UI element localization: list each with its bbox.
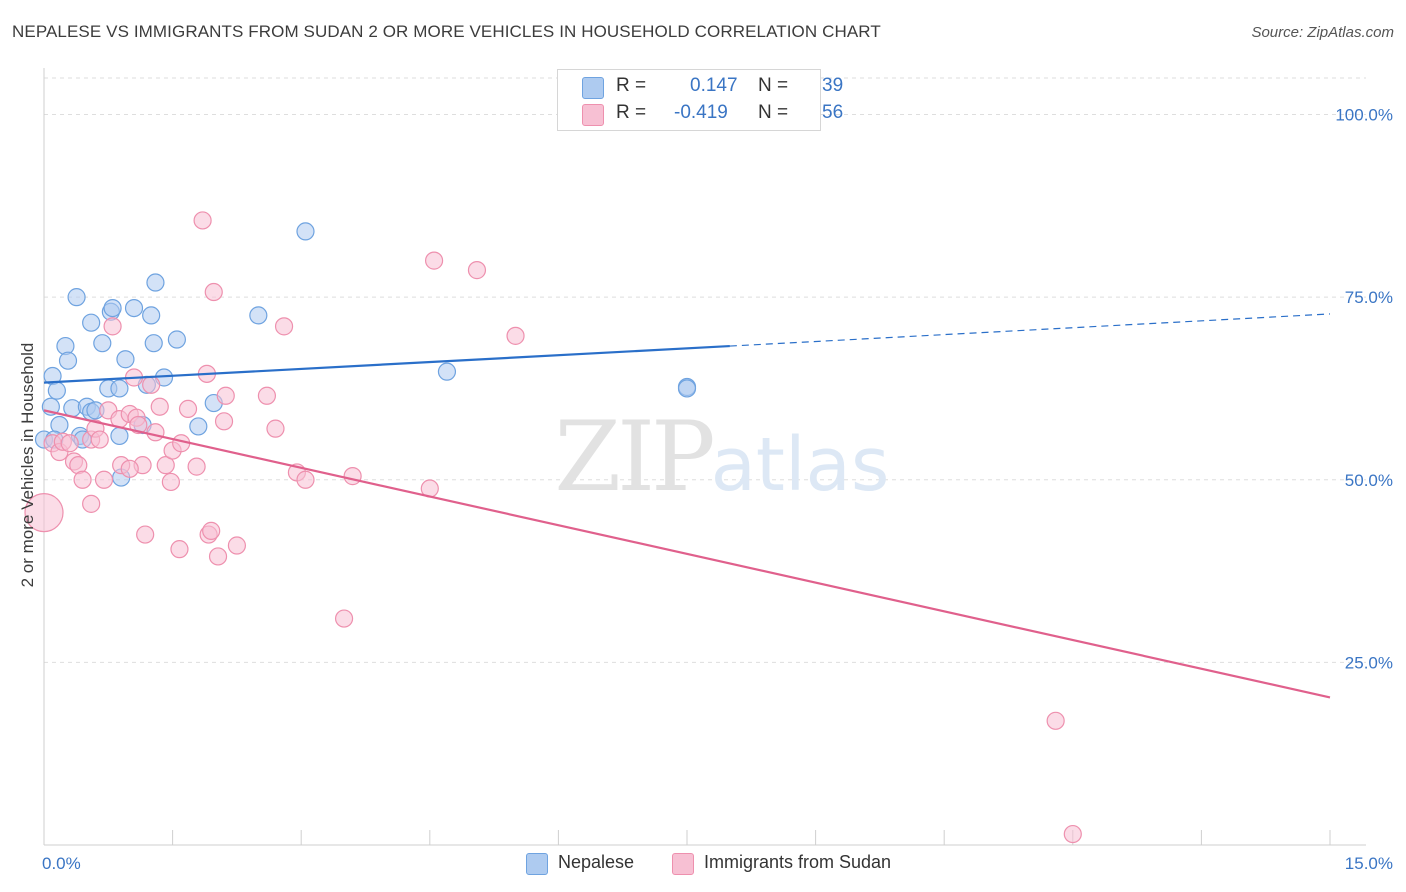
n-label: N = — [758, 75, 789, 96]
n-value: 56 — [822, 102, 844, 123]
r-label: R = — [616, 75, 647, 96]
r-value: -0.419 — [674, 102, 728, 123]
point — [67, 288, 86, 307]
point — [161, 472, 180, 492]
point — [506, 326, 525, 345]
y-tick-label: 100.0% — [1335, 106, 1393, 125]
point — [227, 536, 246, 555]
point — [167, 330, 186, 349]
point — [58, 351, 78, 370]
point — [82, 494, 101, 513]
point — [120, 459, 139, 478]
point — [144, 334, 163, 353]
point — [249, 306, 268, 325]
point — [146, 273, 165, 292]
point — [124, 299, 144, 318]
point — [60, 434, 79, 453]
point — [266, 419, 285, 438]
point — [103, 299, 122, 318]
y-tick-label: 25.0% — [1345, 653, 1393, 672]
point — [208, 547, 228, 566]
point — [94, 470, 114, 489]
point — [257, 386, 277, 405]
trend-line — [43, 409, 1331, 699]
point — [90, 430, 109, 449]
trend-line — [43, 344, 730, 384]
swatch-sudan — [582, 104, 604, 126]
series-nepalese-points — [34, 222, 697, 487]
r-value: 0.147 — [690, 75, 738, 96]
point — [1063, 824, 1082, 844]
point — [204, 282, 223, 302]
legend-swatch-sudan — [672, 853, 694, 875]
point — [110, 379, 129, 398]
y-axis-label: 2 or more Vehicles in Household — [18, 342, 37, 588]
point — [187, 457, 206, 476]
point — [142, 375, 161, 394]
point — [150, 397, 169, 416]
x-tick-label-max: 15.0% — [1345, 854, 1393, 873]
n-value: 39 — [822, 75, 844, 96]
trend-lines — [43, 313, 1331, 699]
point — [343, 467, 362, 486]
point — [202, 521, 221, 540]
point — [24, 493, 64, 533]
point — [296, 222, 315, 241]
y-tick-label: 50.0% — [1345, 471, 1393, 490]
source-label: Source: ZipAtlas.com — [1251, 24, 1394, 41]
y-tick-label: 75.0% — [1345, 288, 1393, 307]
point — [214, 412, 234, 431]
swatch-nepalese — [582, 77, 604, 99]
point — [424, 251, 444, 270]
point — [189, 417, 208, 436]
series-sudan-points — [24, 211, 1082, 844]
r-label: R = — [616, 102, 647, 123]
point — [437, 362, 457, 381]
point — [216, 386, 235, 405]
point — [82, 313, 101, 332]
legend-label-sudan: Immigrants from Sudan — [704, 852, 892, 872]
trend-line-extension — [729, 313, 1331, 347]
point — [47, 381, 66, 400]
x-tick-label-min: 0.0% — [42, 854, 81, 873]
point — [146, 423, 165, 442]
point — [110, 426, 129, 446]
point — [1046, 711, 1065, 730]
point — [142, 306, 161, 325]
point — [156, 456, 175, 475]
tick-labels: 25.0% 50.0% 75.0% 100.0% 0.0% 15.0% — [42, 106, 1393, 873]
point — [274, 317, 294, 336]
chart-title: NEPALESE VS IMMIGRANTS FROM SUDAN 2 OR M… — [12, 22, 881, 41]
series-legend: Nepalese Immigrants from Sudan — [0, 852, 1406, 876]
point — [116, 350, 135, 369]
point — [103, 317, 122, 336]
watermark-zip: ZIP — [554, 401, 713, 513]
watermark-atlas: atlas — [711, 422, 890, 508]
point — [129, 415, 148, 435]
point — [193, 211, 212, 230]
point — [467, 261, 487, 280]
watermark: ZIP atlas — [554, 401, 889, 513]
legend-label-nepalese: Nepalese — [558, 852, 635, 872]
grid-lines — [44, 77, 1366, 663]
legend-swatch-nepalese — [526, 853, 548, 875]
point — [296, 470, 315, 489]
point — [170, 540, 189, 559]
point — [334, 609, 354, 628]
point — [93, 334, 112, 353]
stats-legend: R = 0.147 N = 39 R = -0.419 N = 56 — [557, 69, 843, 131]
n-label: N = — [758, 102, 789, 123]
point — [136, 525, 155, 544]
point — [178, 399, 198, 419]
point — [73, 470, 92, 489]
point — [677, 379, 697, 398]
